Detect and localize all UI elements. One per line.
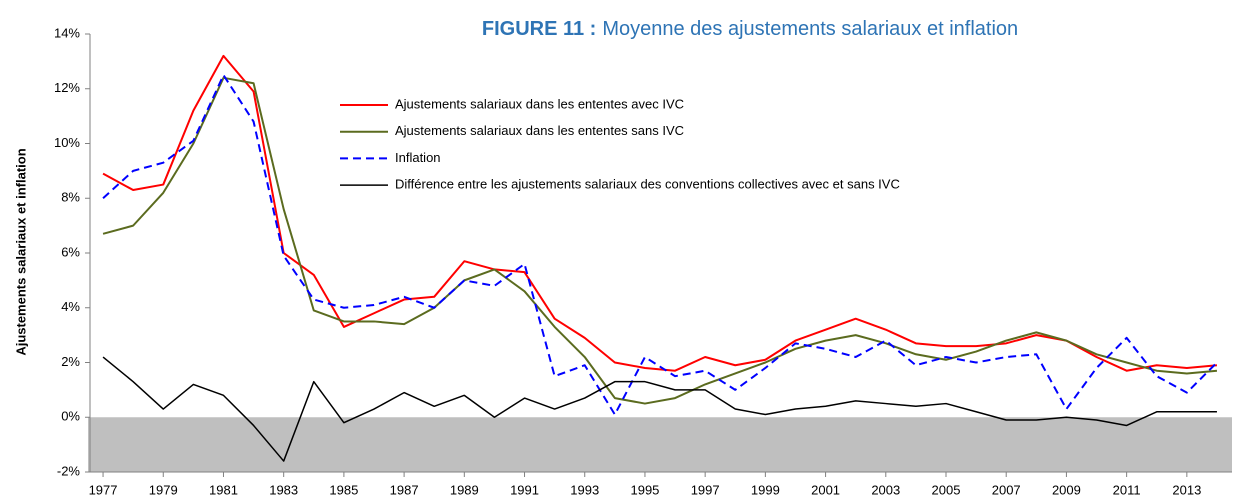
y-tick-label: 0%	[61, 409, 80, 424]
series-line	[102, 54, 1218, 372]
x-tick-label: 2007	[992, 482, 1021, 497]
series-line	[102, 74, 1218, 416]
x-tick-label: 2003	[871, 482, 900, 497]
x-tick-label: 1981	[209, 482, 238, 497]
legend-label: Inflation	[395, 150, 441, 165]
x-tick-label: 1985	[329, 482, 358, 497]
x-tick-label: 1989	[450, 482, 479, 497]
y-tick-label: 8%	[61, 190, 80, 205]
x-tick-label: 1979	[149, 482, 178, 497]
y-tick-label: 6%	[61, 244, 80, 259]
negative-region	[88, 417, 1232, 472]
x-tick-label: 1993	[570, 482, 599, 497]
legend-label: Ajustements salariaux dans les ententes …	[395, 96, 684, 111]
y-tick-label: 12%	[54, 80, 80, 95]
figure-label: FIGURE 11 :	[482, 18, 596, 40]
legend-label: Différence entre les ajustements salaria…	[395, 177, 900, 192]
x-tick-label: 2005	[932, 482, 961, 497]
x-tick-label: 1983	[269, 482, 298, 497]
y-axis-label: Ajustements salariaux et inflation	[13, 148, 28, 355]
x-tick-label: 1995	[630, 482, 659, 497]
x-tick-label: 1977	[89, 482, 118, 497]
series-line	[102, 356, 1217, 462]
legend-label: Ajustements salariaux dans les ententes …	[395, 123, 684, 138]
x-tick-label: 1991	[510, 482, 539, 497]
y-tick-label: 14%	[54, 25, 80, 40]
chart-title: Moyenne des ajustements salariaux et inf…	[602, 18, 1018, 40]
x-tick-label: 2009	[1052, 482, 1081, 497]
y-tick-label: 4%	[61, 299, 80, 314]
y-tick-label: 10%	[54, 135, 80, 150]
y-tick-label: 2%	[61, 354, 80, 369]
x-tick-label: 1997	[691, 482, 720, 497]
series-line	[102, 76, 1218, 405]
x-tick-label: 1999	[751, 482, 780, 497]
chart-title-group: FIGURE 11 : Moyenne des ajustements salar…	[482, 18, 1018, 40]
x-tick-label: 1987	[390, 482, 419, 497]
x-tick-label: 2001	[811, 482, 840, 497]
x-tick-label: 2011	[1113, 482, 1141, 497]
x-tick-label: 2013	[1172, 482, 1201, 497]
y-tick-label: -2%	[57, 463, 81, 478]
